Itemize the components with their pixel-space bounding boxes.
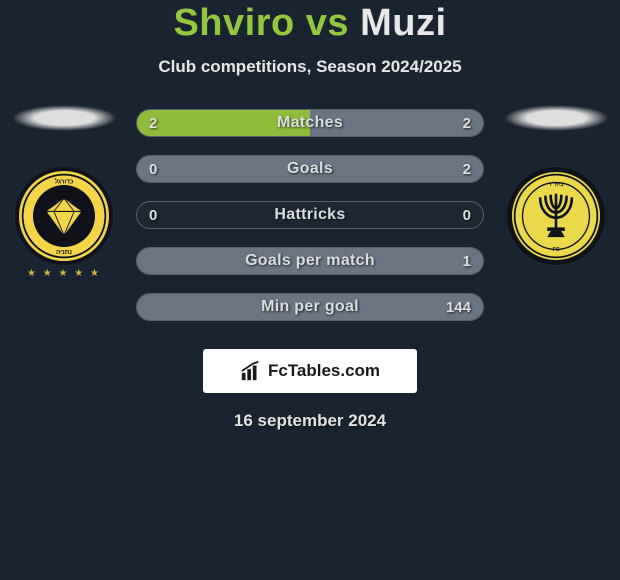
player-shadow-left bbox=[12, 105, 117, 131]
stat-bar: Goals per match 1 bbox=[136, 247, 484, 275]
brand-box: FcTables.com bbox=[203, 349, 417, 393]
brand-text: FcTables.com bbox=[268, 361, 380, 381]
stat-label: Matches bbox=[277, 114, 343, 132]
stat-bar: Min per goal 144 bbox=[136, 293, 484, 321]
svg-text:FC: FC bbox=[552, 247, 559, 253]
club-crest-left: כדורגל נתניה ★ ★ ★ ★ ★ bbox=[15, 167, 113, 265]
subtitle: Club competitions, Season 2024/2025 bbox=[0, 57, 620, 77]
stat-label: Min per goal bbox=[261, 298, 359, 316]
stat-label: Hattricks bbox=[274, 206, 345, 224]
title-player-left: Shviro bbox=[173, 2, 294, 44]
stat-value-left: 0 bbox=[149, 207, 157, 224]
crest-right-col: בית״ר FC bbox=[496, 105, 616, 265]
stat-value-left: 2 bbox=[149, 115, 157, 132]
date-text: 16 september 2024 bbox=[0, 411, 620, 431]
svg-text:בית״ר: בית״ר bbox=[549, 181, 565, 188]
crest-left-stars: ★ ★ ★ ★ ★ bbox=[4, 268, 124, 279]
menorah-crest-icon: בית״ר FC bbox=[512, 172, 600, 260]
stat-value-right: 2 bbox=[463, 115, 471, 132]
stat-bar: 0 Goals 2 bbox=[136, 155, 484, 183]
svg-text:נתניה: נתניה bbox=[56, 249, 72, 256]
stat-value-right: 1 bbox=[463, 253, 471, 270]
stats-column: 2 Matches 2 0 Goals 2 0 Hattricks 0 Goals per mat… bbox=[124, 105, 496, 339]
bar-chart-icon bbox=[240, 360, 262, 382]
infographic-container: Shviro vs Muzi Club competitions, Season… bbox=[0, 0, 620, 431]
crest-left-col: כדורגל נתניה ★ ★ ★ ★ ★ bbox=[4, 105, 124, 265]
player-shadow-right bbox=[504, 105, 609, 131]
stat-label: Goals bbox=[287, 160, 333, 178]
stat-value-right: 144 bbox=[446, 299, 471, 316]
title-vs: vs bbox=[306, 2, 349, 44]
stat-bar: 0 Hattricks 0 bbox=[136, 201, 484, 229]
main-row: כדורגל נתניה ★ ★ ★ ★ ★ bbox=[0, 105, 620, 339]
stat-value-right: 2 bbox=[463, 161, 471, 178]
stat-value-right: 0 bbox=[463, 207, 471, 224]
title-player-right: Muzi bbox=[360, 2, 446, 44]
page-title: Shviro vs Muzi bbox=[0, 2, 620, 45]
diamond-icon bbox=[41, 193, 87, 239]
stat-label: Goals per match bbox=[245, 252, 375, 270]
stat-bar: 2 Matches 2 bbox=[136, 109, 484, 137]
stat-value-left: 0 bbox=[149, 161, 157, 178]
club-crest-right: בית״ר FC bbox=[507, 167, 605, 265]
